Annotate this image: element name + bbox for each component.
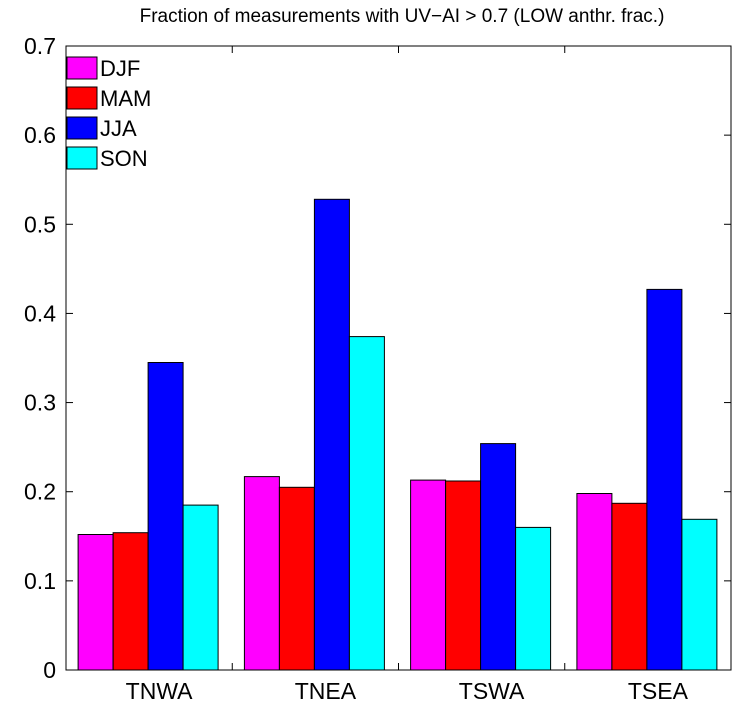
bar-jja-tnea <box>313 198 350 671</box>
bar-djf-tsea <box>576 493 613 671</box>
legend-swatch-jja <box>66 116 98 140</box>
legend-swatch-son <box>66 146 98 170</box>
chart-title: Fraction of measurements with UV−AI > 0.… <box>140 6 665 27</box>
legend-swatch-mam <box>66 86 98 110</box>
x-tick-label: TSEA <box>628 678 689 704</box>
y-tick-label: 0.5 <box>24 211 56 237</box>
y-tick-label: 0.2 <box>24 479 56 505</box>
y-tick-label: 0.6 <box>24 122 56 148</box>
bars-layer <box>77 198 718 671</box>
bar-mam-tnwa <box>112 532 149 671</box>
bar-son-tnea <box>348 336 385 671</box>
x-tick-label: TNEA <box>295 678 357 704</box>
bar-mam-tnea <box>278 486 315 671</box>
bar-jja-tnwa <box>147 362 184 671</box>
bar-jja-tswa <box>480 443 517 671</box>
legend: DJF MAM JJA SON <box>66 47 163 175</box>
y-tick-label: 0.1 <box>24 568 56 594</box>
y-tick-label: 0.3 <box>24 390 56 416</box>
x-axis: TNWA TNEA TSWA TSEA <box>126 46 689 704</box>
bar-djf-tnwa <box>77 534 114 671</box>
legend-label-mam: MAM <box>100 86 151 111</box>
bar-son-tnwa <box>182 504 219 671</box>
legend-label-son: SON <box>100 146 148 171</box>
legend-swatch-djf <box>66 56 98 80</box>
bar-djf-tswa <box>410 479 447 671</box>
bar-jja-tsea <box>646 288 683 671</box>
x-tick-label: TNWA <box>126 678 194 704</box>
legend-label-djf: DJF <box>100 56 140 81</box>
x-tick-label: TSWA <box>459 678 525 704</box>
bar-son-tsea <box>681 518 718 671</box>
y-axis: 0 0.1 0.2 0.3 0.4 0.5 0.6 0.7 <box>24 33 731 683</box>
y-tick-label: 0.4 <box>24 300 56 326</box>
bar-mam-tsea <box>611 502 648 671</box>
bar-mam-tswa <box>445 480 482 671</box>
bar-son-tswa <box>515 526 552 671</box>
y-tick-label: 0 <box>43 657 56 683</box>
y-tick-label: 0.7 <box>24 33 56 59</box>
bar-djf-tnea <box>243 476 280 671</box>
legend-label-jja: JJA <box>100 116 137 141</box>
